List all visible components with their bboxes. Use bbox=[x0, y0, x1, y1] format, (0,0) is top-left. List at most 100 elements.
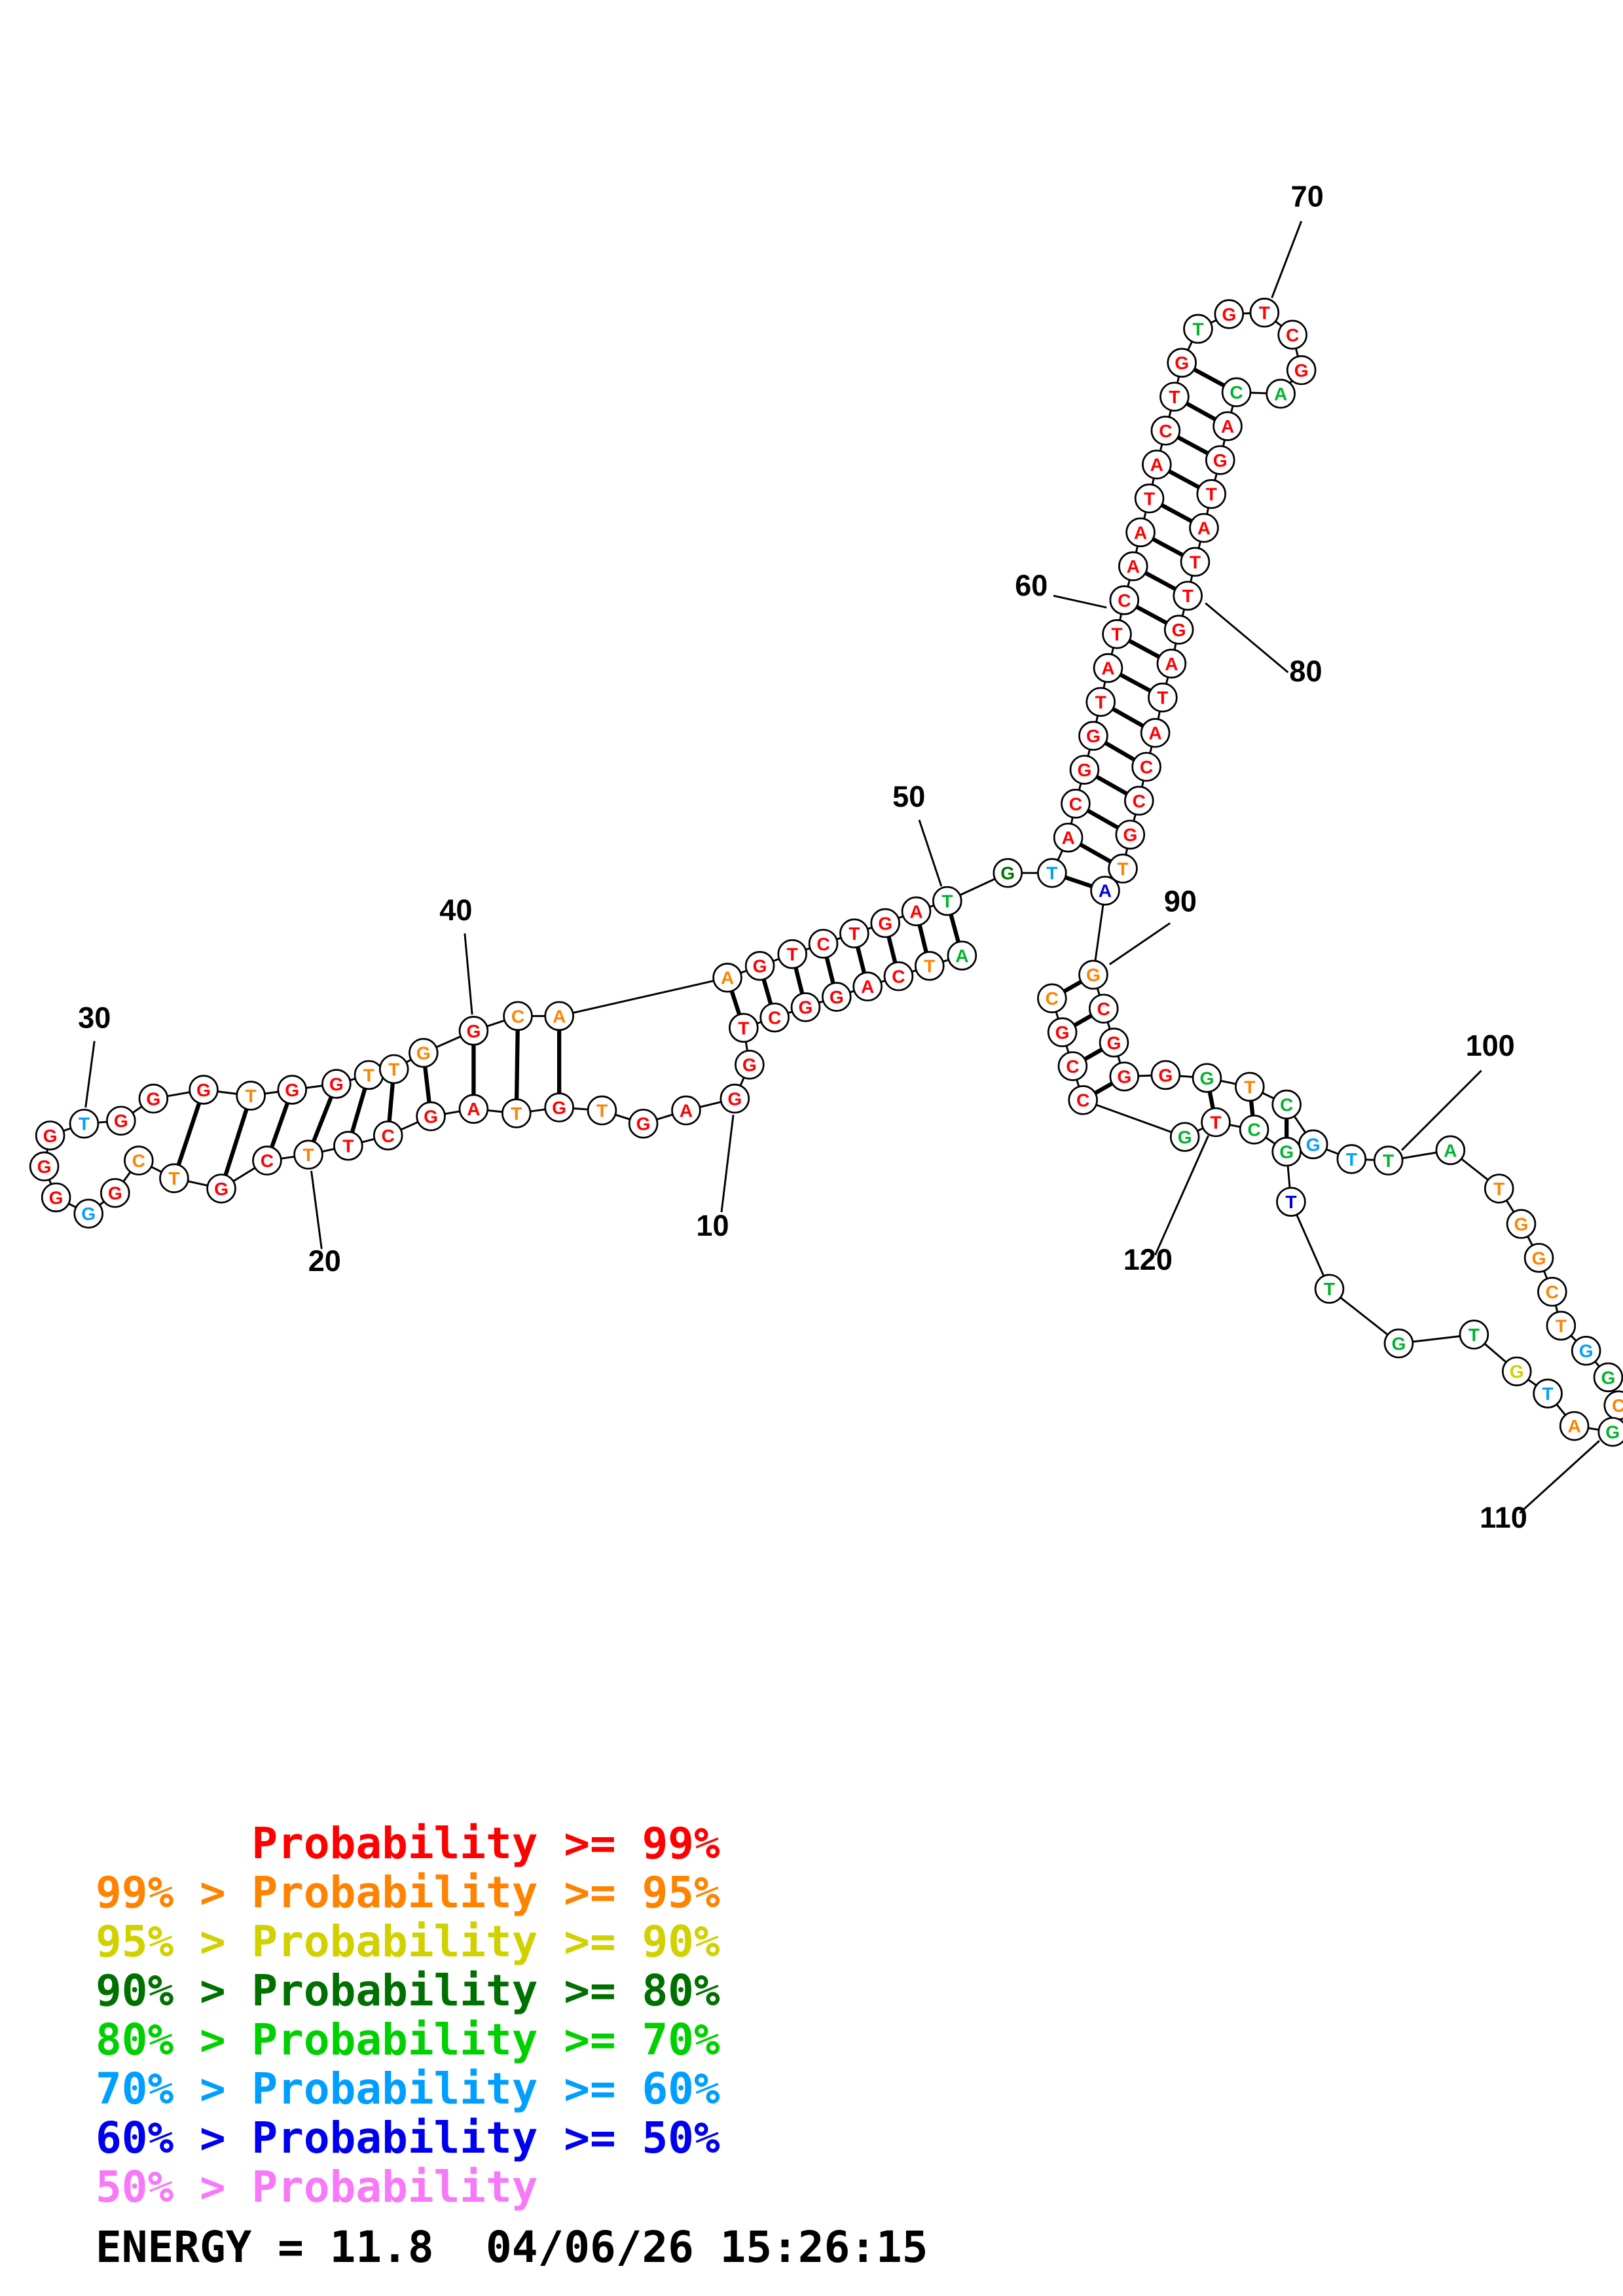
nucleotide-circle bbox=[236, 1081, 266, 1111]
nucleotide-letter: G bbox=[1055, 1022, 1070, 1043]
nucleotide-letter: G bbox=[1086, 965, 1101, 985]
label-leader-line bbox=[1053, 594, 1107, 609]
nucleotide: T bbox=[69, 1109, 100, 1139]
nucleotide-letter: G bbox=[636, 1114, 651, 1134]
nucleotide: G bbox=[544, 1092, 574, 1122]
nucleotide-circle bbox=[1196, 479, 1226, 509]
label-leader-line bbox=[84, 1041, 96, 1108]
nucleotide-letter: G bbox=[196, 1080, 211, 1100]
nucleotide-circle bbox=[1221, 377, 1252, 408]
position-label: 20 bbox=[308, 1244, 341, 1278]
nucleotide-circle bbox=[1235, 1071, 1265, 1102]
nucleotide: G bbox=[1109, 1061, 1140, 1092]
nucleotide-letter: T bbox=[511, 1103, 522, 1124]
nucleotide-circle bbox=[544, 1001, 574, 1031]
nucleotide-circle bbox=[1163, 615, 1194, 645]
nucleotide-circle bbox=[1124, 785, 1154, 816]
nucleotide: G bbox=[1192, 1063, 1222, 1093]
nucleotide-letter: G bbox=[416, 1043, 431, 1064]
nucleotide-letter: G bbox=[114, 1111, 128, 1131]
nucleotide-letter: C bbox=[1140, 757, 1153, 778]
nucleotide: T bbox=[839, 918, 869, 948]
position-label: 30 bbox=[78, 1001, 111, 1034]
nucleotide-circle bbox=[1148, 682, 1178, 713]
nucleotide: G bbox=[744, 950, 775, 981]
nucleotide: G bbox=[1047, 1017, 1078, 1047]
nucleotide: G bbox=[1506, 1209, 1537, 1239]
nucleotide-letter: G bbox=[1532, 1248, 1546, 1268]
nucleotide-letter: T bbox=[388, 1059, 399, 1079]
nucleotide-circle bbox=[1214, 299, 1245, 329]
nucleotide-circle bbox=[1109, 1061, 1140, 1092]
position-label: 120 bbox=[1123, 1243, 1173, 1276]
nucleotide-letter: G bbox=[466, 1021, 481, 1041]
label-leader-line bbox=[1108, 922, 1171, 965]
nucleotide-letter: T bbox=[1346, 1149, 1357, 1170]
nucleotide: G bbox=[1167, 348, 1197, 378]
nucleotide-circle bbox=[373, 1121, 403, 1151]
nucleotide-letter: G bbox=[1279, 1142, 1294, 1162]
nucleotide-letter: T bbox=[738, 1018, 749, 1038]
nucleotide: C bbox=[808, 929, 839, 959]
nucleotide-letter: C bbox=[1546, 1282, 1559, 1302]
nucleotide: G bbox=[1501, 1356, 1532, 1387]
nucleotide-circle bbox=[1336, 1144, 1367, 1174]
nucleotide: C bbox=[1057, 1051, 1088, 1081]
nucleotide: C bbox=[1221, 377, 1252, 408]
nucleotide-circle bbox=[409, 1037, 439, 1068]
nucleotide-circle bbox=[628, 1109, 659, 1139]
nucleotide-letter: G bbox=[146, 1088, 160, 1109]
nucleotide-circle bbox=[206, 1174, 236, 1204]
nucleotide-letter: T bbox=[302, 1145, 314, 1165]
nucleotide-circle bbox=[1559, 1410, 1590, 1441]
nucleotide-circle bbox=[1523, 1243, 1554, 1273]
nucleotide-circle bbox=[1593, 1362, 1623, 1393]
nucleotide-circle bbox=[1156, 649, 1187, 679]
nucleotide-letter: C bbox=[1097, 999, 1110, 1019]
nucleotide: G bbox=[206, 1174, 236, 1204]
nucleotide: C bbox=[1124, 785, 1154, 816]
nucleotide-circle bbox=[1159, 382, 1190, 412]
nucleotide: A bbox=[1142, 449, 1172, 480]
nucleotide: C bbox=[759, 1002, 790, 1033]
nucleotide-letter: G bbox=[108, 1183, 122, 1204]
nucleotide: G bbox=[106, 1105, 136, 1136]
nucleotide-letter: A bbox=[909, 901, 922, 922]
nucleotide-circle bbox=[1037, 858, 1067, 888]
nucleotide-letter: T bbox=[1206, 484, 1217, 505]
nucleotide-circle bbox=[458, 1094, 489, 1124]
nucleotide-circle bbox=[1266, 378, 1296, 409]
nucleotide-letter: C bbox=[1066, 1056, 1079, 1077]
nucleotide-circle bbox=[671, 1095, 701, 1126]
nucleotide: A bbox=[671, 1095, 701, 1126]
nucleotide-letter: G bbox=[1222, 304, 1236, 325]
nucleotide-circle bbox=[1093, 653, 1123, 683]
nucleotide: G bbox=[321, 1069, 352, 1099]
position-label: 80 bbox=[1289, 655, 1322, 688]
nucleotide: T bbox=[1484, 1174, 1514, 1204]
nucleotide: C bbox=[1088, 994, 1119, 1024]
nucleotide: G bbox=[1078, 960, 1108, 990]
nucleotide-letter: G bbox=[43, 1126, 58, 1146]
nucleotide: G bbox=[735, 1049, 765, 1080]
label-leader-line bbox=[1400, 1069, 1482, 1151]
nucleotide: T bbox=[587, 1095, 617, 1126]
nucleotide-letter: G bbox=[1294, 360, 1309, 380]
nucleotide-letter: C bbox=[1612, 1395, 1623, 1416]
label-leader-line bbox=[1154, 1135, 1210, 1255]
nucleotide-circle bbox=[1118, 551, 1148, 581]
nucleotide: C bbox=[1239, 1115, 1269, 1145]
nucleotide-circle bbox=[1131, 751, 1161, 782]
nucleotide-letter: T bbox=[1144, 488, 1155, 509]
legend-row: 50% > Probability bbox=[96, 2162, 538, 2212]
nucleotide-circle bbox=[947, 941, 977, 971]
nucleotide: G bbox=[1571, 1336, 1601, 1366]
nucleotide-letter: T bbox=[1210, 1112, 1221, 1132]
nucleotide-circle bbox=[1090, 876, 1120, 906]
nucleotide-circle bbox=[587, 1095, 617, 1126]
nucleotide-letter: C bbox=[768, 1008, 781, 1028]
nucleotide: T bbox=[1336, 1144, 1367, 1174]
nucleotide: T bbox=[1314, 1274, 1345, 1304]
nucleotide-circle bbox=[1537, 1276, 1567, 1307]
legend-row: 90% > Probability >= 80% bbox=[96, 1965, 720, 2016]
